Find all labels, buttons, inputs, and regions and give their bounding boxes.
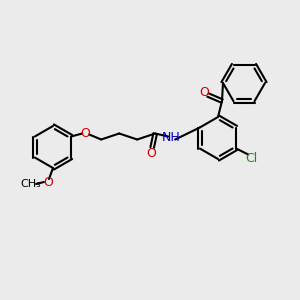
Text: O: O bbox=[199, 86, 209, 100]
Text: NH: NH bbox=[162, 131, 181, 144]
Text: O: O bbox=[43, 176, 53, 188]
Text: O: O bbox=[146, 147, 156, 160]
Text: Cl: Cl bbox=[245, 152, 257, 165]
Text: CH₃: CH₃ bbox=[21, 179, 41, 189]
Text: O: O bbox=[80, 127, 90, 140]
